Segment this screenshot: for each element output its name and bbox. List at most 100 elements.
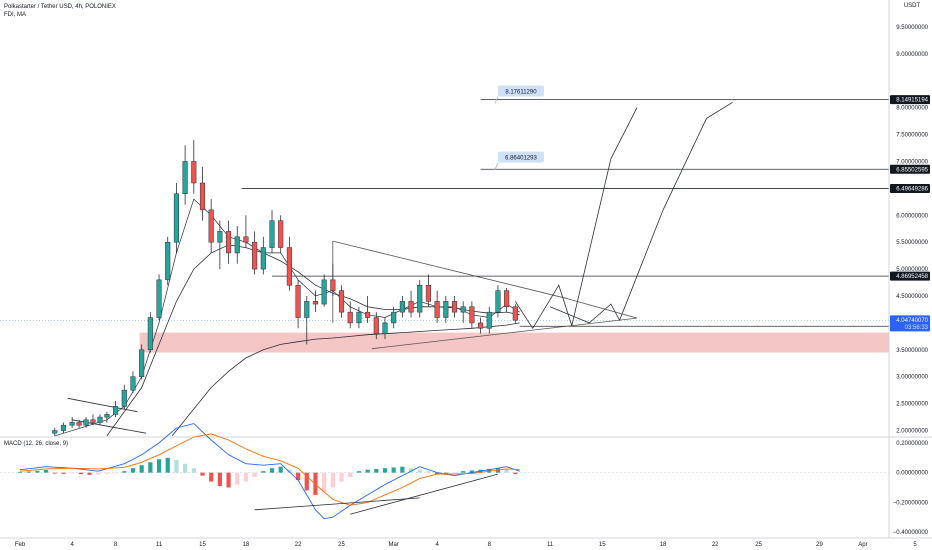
candle-body bbox=[286, 247, 292, 286]
candle[interactable] bbox=[60, 422, 67, 434]
target-callout-pointer bbox=[494, 96, 499, 104]
candle[interactable] bbox=[147, 312, 153, 353]
candle[interactable] bbox=[486, 306, 492, 334]
macd-divergence-line bbox=[254, 497, 420, 511]
candle[interactable] bbox=[208, 199, 214, 253]
macd-histogram-bar bbox=[374, 468, 379, 473]
macd-histogram-bar bbox=[200, 472, 205, 476]
candle[interactable] bbox=[226, 220, 232, 264]
candle[interactable] bbox=[156, 274, 162, 321]
level-price-badge[interactable]: 8.14915194 bbox=[890, 95, 930, 105]
candle[interactable] bbox=[173, 182, 179, 253]
candle[interactable] bbox=[165, 236, 171, 286]
candle[interactable] bbox=[504, 287, 510, 313]
target-callout-pointer bbox=[494, 162, 499, 170]
target-callout[interactable]: 8.17611290 bbox=[494, 85, 544, 104]
macd-histogram-bar bbox=[348, 472, 353, 478]
candle[interactable] bbox=[330, 263, 336, 296]
candle[interactable] bbox=[83, 417, 89, 428]
candle[interactable] bbox=[338, 285, 345, 318]
candle[interactable] bbox=[417, 279, 423, 318]
candle-body bbox=[417, 284, 423, 313]
candle[interactable] bbox=[121, 384, 127, 410]
candle[interactable] bbox=[391, 306, 397, 329]
macd-histogram-bar bbox=[104, 472, 109, 474]
candle[interactable] bbox=[191, 139, 197, 194]
candle[interactable] bbox=[90, 414, 96, 426]
price-axis-unit: USDT bbox=[904, 3, 921, 9]
candle-body bbox=[97, 416, 103, 423]
candle[interactable] bbox=[469, 301, 475, 329]
candle[interactable] bbox=[347, 301, 353, 329]
candle[interactable] bbox=[69, 417, 75, 428]
candle-body bbox=[278, 220, 284, 248]
macd-histogram-bar bbox=[52, 472, 57, 474]
candle[interactable] bbox=[365, 295, 371, 323]
macd-histogram-bar bbox=[78, 472, 83, 475]
candle[interactable] bbox=[278, 215, 284, 253]
candle[interactable] bbox=[199, 166, 206, 221]
target-callout-bg bbox=[497, 85, 544, 97]
candle[interactable] bbox=[269, 209, 275, 253]
candle[interactable] bbox=[512, 304, 518, 323]
candle-body bbox=[330, 279, 336, 291]
candle[interactable] bbox=[495, 285, 501, 318]
level-price-badge[interactable]: 6.85502595 bbox=[890, 164, 930, 174]
candle[interactable] bbox=[304, 295, 310, 345]
macd-histogram-bar bbox=[452, 472, 457, 474]
candle[interactable] bbox=[425, 274, 431, 307]
candle[interactable] bbox=[460, 301, 466, 323]
candle[interactable] bbox=[382, 317, 388, 340]
macd-histogram-bar bbox=[174, 460, 179, 473]
macd-histogram-bar bbox=[35, 470, 40, 473]
price-tick-label: 4.50000000 bbox=[896, 294, 928, 300]
candle-body bbox=[156, 279, 162, 318]
time-tick-label: 25 bbox=[755, 542, 762, 548]
candle[interactable] bbox=[97, 414, 103, 426]
macd-legend[interactable]: MACD (12, 26, close, 9) bbox=[4, 441, 69, 447]
target-callout[interactable]: 6.86401293 bbox=[494, 151, 544, 170]
candle[interactable] bbox=[443, 295, 449, 323]
support-zone bbox=[139, 332, 889, 353]
indicator-legend: FDI, MA bbox=[4, 12, 26, 18]
candle[interactable] bbox=[104, 411, 110, 423]
candle[interactable] bbox=[434, 290, 440, 323]
candle[interactable] bbox=[252, 231, 258, 275]
candle[interactable] bbox=[286, 236, 292, 291]
candle[interactable] bbox=[234, 226, 240, 264]
level-price-badge[interactable]: 4.86952458 bbox=[890, 271, 930, 281]
candle[interactable] bbox=[312, 290, 319, 313]
candle-body bbox=[76, 422, 82, 426]
time-tick-label: 25 bbox=[338, 542, 345, 548]
candle-body bbox=[304, 301, 310, 318]
candle[interactable] bbox=[356, 306, 362, 329]
candle[interactable] bbox=[182, 145, 188, 205]
candle[interactable] bbox=[451, 295, 458, 318]
candle[interactable] bbox=[139, 344, 145, 380]
macd-histogram-bar bbox=[217, 472, 222, 487]
macd-tick-label: 0.00000000 bbox=[896, 471, 928, 477]
candle[interactable] bbox=[76, 419, 82, 428]
candle[interactable] bbox=[52, 427, 58, 436]
candle[interactable] bbox=[408, 290, 414, 318]
candle[interactable] bbox=[130, 371, 136, 393]
macd-histogram-bar bbox=[252, 472, 257, 478]
candle[interactable] bbox=[373, 312, 379, 340]
candle-body bbox=[382, 322, 388, 334]
candle[interactable] bbox=[243, 215, 249, 248]
candle[interactable] bbox=[260, 236, 266, 275]
candle[interactable] bbox=[217, 220, 223, 270]
candle-body bbox=[443, 301, 449, 318]
candle[interactable] bbox=[321, 274, 327, 307]
candle[interactable] bbox=[113, 400, 119, 418]
candle[interactable] bbox=[295, 279, 301, 329]
candle[interactable] bbox=[399, 295, 405, 318]
level-price-badge[interactable]: 6.49649286 bbox=[890, 184, 930, 194]
macd-histogram-bar bbox=[261, 471, 266, 473]
macd-histogram-bar bbox=[226, 472, 231, 488]
candle[interactable] bbox=[478, 317, 484, 334]
triangle-lower-trendline bbox=[371, 317, 638, 350]
price-tick-label: 9.50000000 bbox=[896, 25, 928, 31]
